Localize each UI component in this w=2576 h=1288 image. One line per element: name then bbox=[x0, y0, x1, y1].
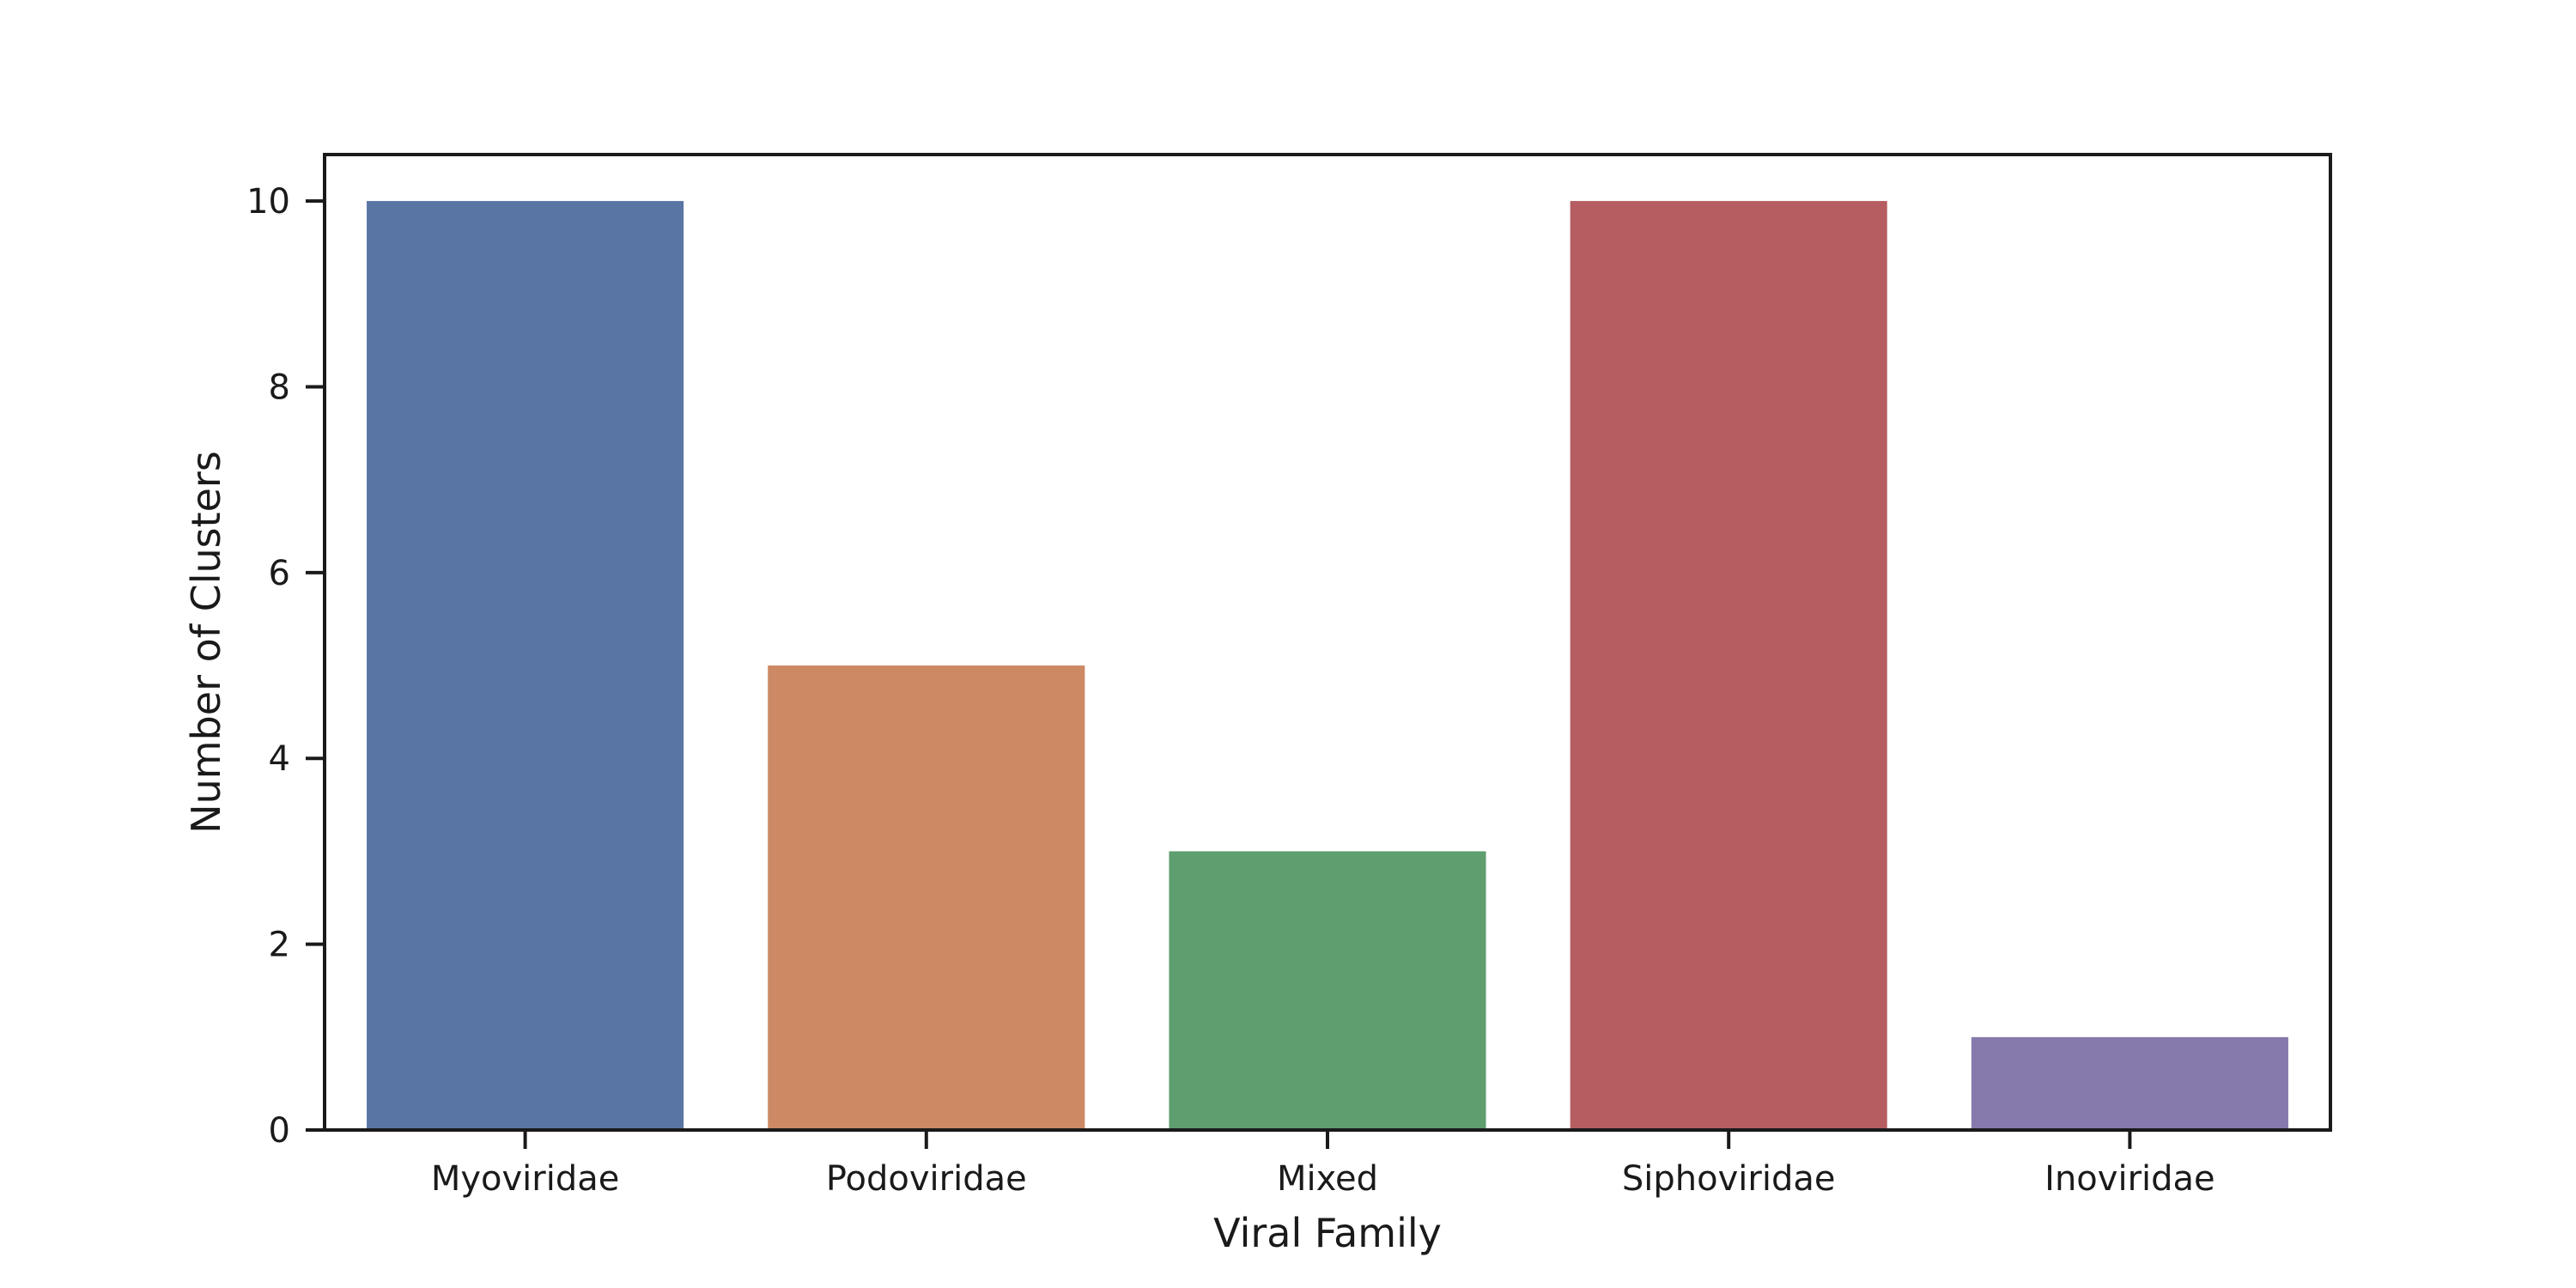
x-axis: Myoviridae Podoviridae Mixed Siphoviridae In… bbox=[431, 1130, 2215, 1199]
y-tick-label: 2 bbox=[269, 926, 290, 965]
bar-inoviridae bbox=[1971, 1036, 2288, 1130]
bar-mixed bbox=[1169, 851, 1486, 1130]
y-axis-title: Number of Clusters bbox=[183, 451, 229, 834]
bar-myoviridae bbox=[367, 201, 684, 1131]
bar-siphoviridae bbox=[1570, 201, 1887, 1131]
bar-podoviridae bbox=[768, 665, 1085, 1130]
x-tick-label: Siphoviridae bbox=[1622, 1159, 1836, 1199]
y-tick-label: 10 bbox=[246, 182, 290, 222]
x-tick-label: Myoviridae bbox=[431, 1159, 620, 1199]
y-tick-label: 6 bbox=[269, 554, 290, 593]
x-tick-label: Podoviridae bbox=[826, 1159, 1027, 1199]
x-tick-label: Mixed bbox=[1277, 1159, 1378, 1199]
x-tick-label: Inoviridae bbox=[2044, 1159, 2215, 1199]
x-axis-title: Viral Family bbox=[1213, 1210, 1442, 1256]
y-axis: 0 2 4 6 8 10 bbox=[246, 182, 325, 1151]
y-tick-label: 0 bbox=[269, 1111, 290, 1151]
y-tick-label: 8 bbox=[269, 368, 290, 407]
bars-layer bbox=[367, 201, 2288, 1131]
y-tick-label: 4 bbox=[269, 739, 290, 779]
